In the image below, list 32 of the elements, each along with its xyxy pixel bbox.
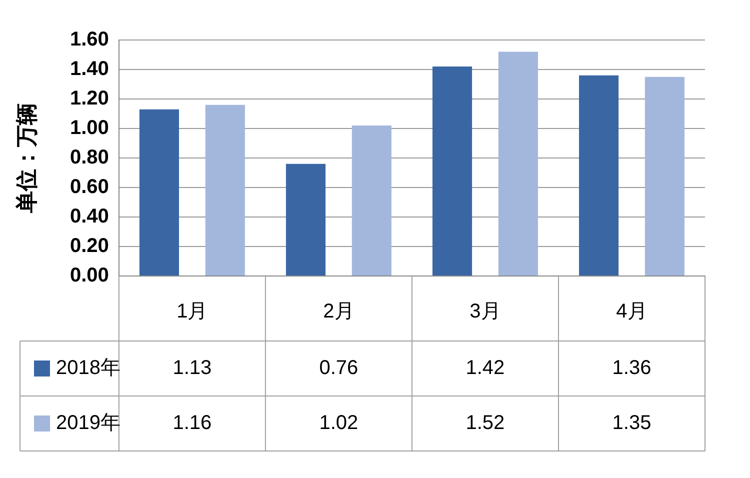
bar: [432, 66, 472, 276]
bar: [578, 75, 619, 276]
data-label: 1.36: [612, 357, 652, 380]
y-tick-label: 0.00: [70, 264, 109, 287]
bar: [498, 52, 538, 276]
data-label: 1.42: [466, 357, 505, 380]
bar: [286, 164, 326, 276]
bar: [644, 76, 684, 276]
y-tick-label: 1.40: [70, 58, 109, 80]
bar: [139, 109, 179, 276]
data-label: 1.02: [319, 412, 358, 434]
data-label: 1.35: [612, 412, 652, 434]
data-label: 1.16: [172, 412, 212, 434]
y-tick-label: 0.60: [70, 176, 109, 198]
data-label: 0.76: [319, 357, 358, 380]
bar: [205, 104, 245, 276]
x-tick-label: 3月: [470, 300, 501, 323]
y-tick-label: 0.40: [70, 206, 109, 228]
y-axis-title: 单位：万辆: [14, 103, 40, 214]
bar: [352, 126, 392, 276]
x-tick-label: 4月: [616, 300, 648, 323]
y-tick-label: 0.80: [70, 146, 109, 169]
y-tick-label: 1.20: [70, 88, 109, 110]
y-tick-label: 1.00: [70, 117, 109, 140]
y-tick-label: 1.60: [70, 28, 109, 51]
y-tick-label: 0.20: [70, 235, 109, 258]
data-label: 1.52: [466, 412, 505, 434]
x-tick-label: 1月: [176, 300, 208, 323]
legend-label: 2019年: [56, 412, 120, 434]
data-label: 1.13: [172, 357, 212, 380]
legend-label: 2018年: [56, 357, 120, 380]
x-tick-label: 2月: [323, 300, 354, 323]
